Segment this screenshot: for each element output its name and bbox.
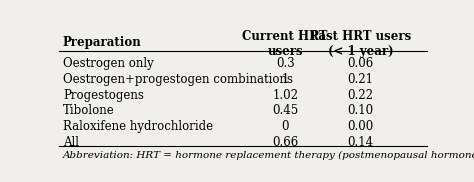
- Text: 0.06: 0.06: [347, 57, 374, 70]
- Text: 0.21: 0.21: [347, 73, 374, 86]
- Text: Abbreviation: HRT = hormone replacement therapy (postmenopausal hormones).: Abbreviation: HRT = hormone replacement …: [63, 150, 474, 160]
- Text: Tibolone: Tibolone: [63, 104, 115, 117]
- Text: 0.00: 0.00: [347, 120, 374, 133]
- Text: Past HRT users
(< 1 year): Past HRT users (< 1 year): [310, 30, 411, 58]
- Text: 1: 1: [282, 73, 289, 86]
- Text: 1.02: 1.02: [272, 89, 298, 102]
- Text: 0.66: 0.66: [272, 136, 298, 149]
- Text: 0: 0: [282, 120, 289, 133]
- Text: Current HRT
users: Current HRT users: [243, 30, 328, 58]
- Text: Oestrogen only: Oestrogen only: [63, 57, 154, 70]
- Text: Raloxifene hydrochloride: Raloxifene hydrochloride: [63, 120, 213, 133]
- Text: 0.3: 0.3: [276, 57, 294, 70]
- Text: 0.10: 0.10: [347, 104, 374, 117]
- Text: Preparation: Preparation: [63, 36, 142, 49]
- Text: 0.22: 0.22: [347, 89, 374, 102]
- Text: All: All: [63, 136, 79, 149]
- Text: 0.14: 0.14: [347, 136, 374, 149]
- Text: 0.45: 0.45: [272, 104, 298, 117]
- Text: Progestogens: Progestogens: [63, 89, 144, 102]
- Text: Oestrogen+progestogen combinations: Oestrogen+progestogen combinations: [63, 73, 293, 86]
